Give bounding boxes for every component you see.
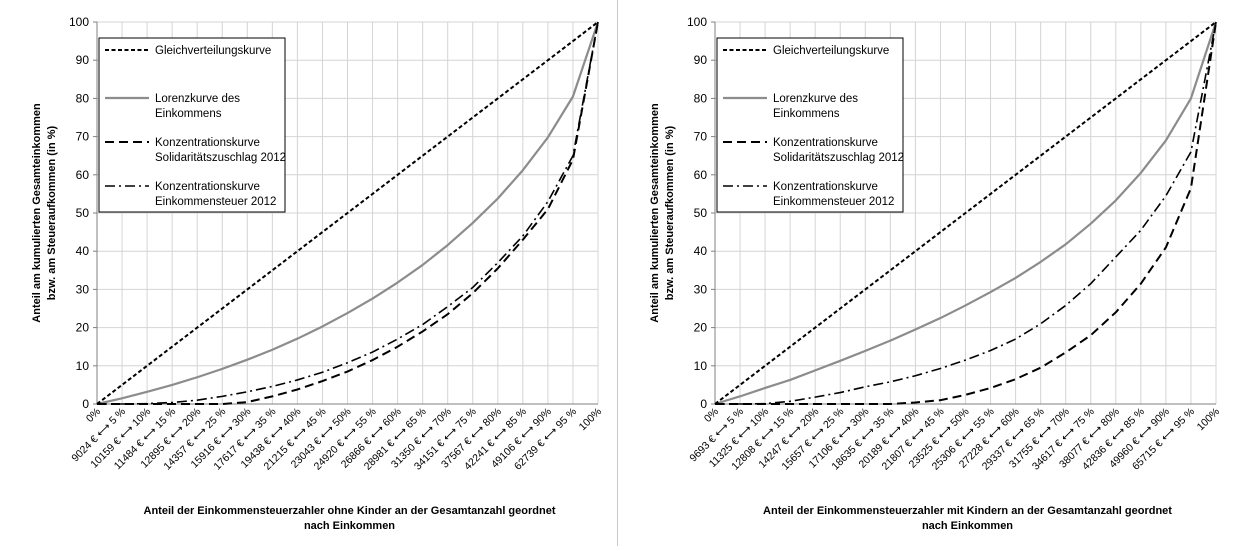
legend-label-line1: Lorenzkurve des <box>773 93 858 105</box>
y-tick-label: 80 <box>76 91 90 105</box>
y-tick-label: 60 <box>694 168 708 182</box>
y-tick-label: 30 <box>694 282 708 296</box>
y-axis-title-line2: bzw. am Steueraufkommen (in %) <box>46 125 58 300</box>
y-tick-label: 0 <box>700 397 707 411</box>
y-tick-label: 0 <box>82 397 89 411</box>
legend-label-line1: Konzentrationskurve <box>155 137 260 149</box>
legend-label-line2: Einkommensteuer 2012 <box>773 196 894 208</box>
y-tick-label: 80 <box>694 91 708 105</box>
y-tick-label: 100 <box>69 15 89 29</box>
y-tick-label: 100 <box>687 15 707 29</box>
y-tick-label: 90 <box>76 53 90 67</box>
legend-label-line2: Einkommensteuer 2012 <box>155 196 276 208</box>
legend-label-line1: Gleichverteilungskurve <box>773 45 889 57</box>
y-tick-label: 30 <box>76 282 90 296</box>
y-tick-label: 10 <box>694 359 708 373</box>
y-tick-label: 40 <box>76 244 90 258</box>
x-tick-label: 100% <box>1195 406 1222 433</box>
y-tick-label: 50 <box>694 206 708 220</box>
y-axis-title-line1: Anteil am kumulierten Gesamteinkommen <box>31 103 43 323</box>
y-tick-label: 60 <box>76 168 90 182</box>
legend-label-line1: Konzentrationskurve <box>155 181 260 193</box>
legend-label-line1: Lorenzkurve des <box>155 93 240 105</box>
y-tick-label: 70 <box>76 130 90 144</box>
y-axis-title-line2: bzw. am Steueraufkommen (in %) <box>664 125 676 300</box>
y-tick-label: 20 <box>694 321 708 335</box>
x-axis-title-line2: nach Einkommen <box>304 520 395 532</box>
x-axis-title-line1: Anteil der Einkommensteuerzahler ohne Ki… <box>144 505 556 517</box>
legend-label-line2: Solidaritätszuschlag 2012 <box>155 152 286 164</box>
y-tick-label: 90 <box>694 53 708 67</box>
y-tick-label: 40 <box>694 244 708 258</box>
x-tick-label: 100% <box>577 406 604 433</box>
y-axis-title-line1: Anteil am kumulierten Gesamteinkommen <box>649 103 661 323</box>
legend-label-line2: Einkommens <box>773 108 840 120</box>
legend-label-line2: Einkommens <box>155 108 222 120</box>
legend-label-line1: Konzentrationskurve <box>773 181 878 193</box>
y-tick-label: 10 <box>76 359 90 373</box>
y-tick-label: 70 <box>694 130 708 144</box>
legend-label-line2: Solidaritätszuschlag 2012 <box>773 152 904 164</box>
x-axis-title-line2: nach Einkommen <box>922 520 1013 532</box>
legend-label-line1: Konzentrationskurve <box>773 137 878 149</box>
y-tick-label: 20 <box>76 321 90 335</box>
legend-label-line1: Gleichverteilungskurve <box>155 45 271 57</box>
y-tick-label: 50 <box>76 206 90 220</box>
x-axis-title-line1: Anteil der Einkommensteuerzahler mit Kin… <box>763 505 1172 517</box>
